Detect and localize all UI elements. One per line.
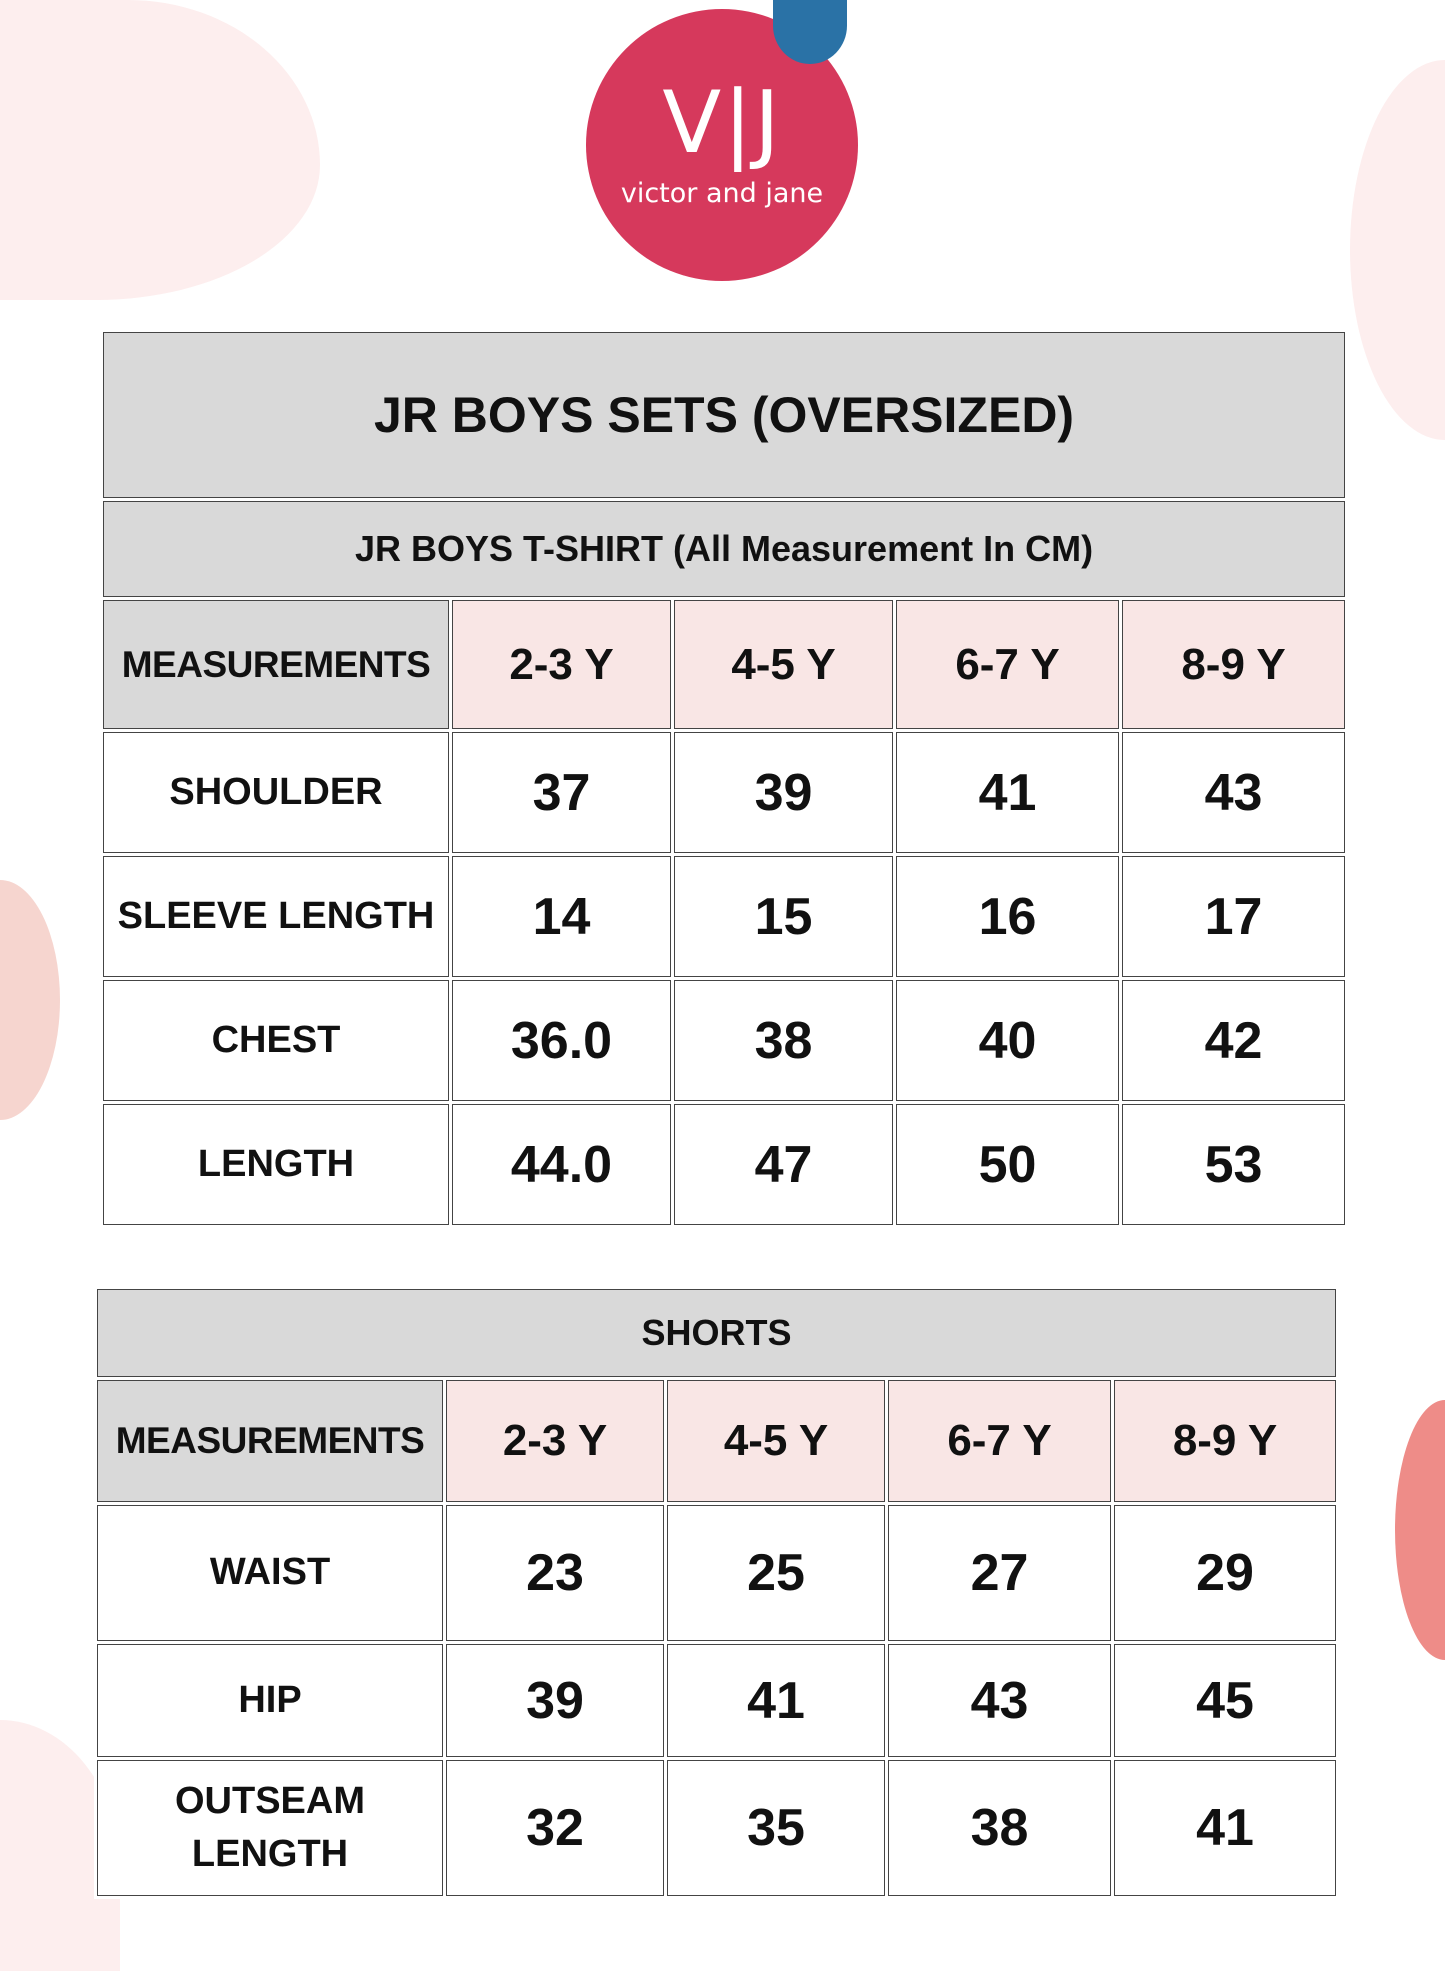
cell-value: 32 — [446, 1760, 664, 1896]
cell-value: 29 — [1114, 1505, 1337, 1641]
cell-value: 39 — [674, 732, 893, 853]
row-label: SHOULDER — [103, 732, 449, 853]
cell-value: 37 — [452, 732, 671, 853]
cell-value: 45 — [1114, 1644, 1337, 1757]
cell-value: 27 — [888, 1505, 1111, 1641]
table-row: WAIST 23 25 27 29 — [97, 1505, 1337, 1641]
cell-value: 43 — [1122, 732, 1346, 853]
table-row: SHOULDER 37 39 41 43 — [103, 732, 1346, 853]
cell-value: 14 — [452, 856, 671, 977]
row-label: WAIST — [97, 1505, 443, 1641]
table-row: LENGTH 44.0 47 50 53 — [103, 1104, 1346, 1225]
cell-value: 42 — [1122, 980, 1346, 1101]
row-label: HIP — [97, 1644, 443, 1757]
cell-value: 17 — [1122, 856, 1346, 977]
table-row: CHEST 36.0 38 40 42 — [103, 980, 1346, 1101]
cell-value: 39 — [446, 1644, 664, 1757]
header-measurements: MEASUREMENTS — [103, 600, 449, 729]
table-title: JR BOYS SETS (OVERSIZED) — [103, 332, 1346, 498]
cell-value: 41 — [896, 732, 1119, 853]
cell-value: 41 — [667, 1644, 885, 1757]
cell-value: 25 — [667, 1505, 885, 1641]
header-size: 4-5 Y — [667, 1380, 885, 1502]
cell-value: 16 — [896, 856, 1119, 977]
background-blob — [0, 880, 60, 1120]
table-title: SHORTS — [97, 1289, 1337, 1377]
cell-value: 38 — [674, 980, 893, 1101]
row-label: OUTSEAM LENGTH — [97, 1760, 443, 1896]
header-size: 8-9 Y — [1114, 1380, 1337, 1502]
cell-value: 35 — [667, 1760, 885, 1896]
cell-value: 43 — [888, 1644, 1111, 1757]
header-measurements: MEASUREMENTS — [97, 1380, 443, 1502]
cell-value: 38 — [888, 1760, 1111, 1896]
header-size: 2-3 Y — [446, 1380, 664, 1502]
row-label: SLEEVE LENGTH — [103, 856, 449, 977]
table-subtitle: JR BOYS T-SHIRT (All Measurement In CM) — [103, 501, 1346, 597]
header-size: 6-7 Y — [896, 600, 1119, 729]
header-size: 2-3 Y — [452, 600, 671, 729]
cell-value: 44.0 — [452, 1104, 671, 1225]
header-size: 6-7 Y — [888, 1380, 1111, 1502]
cell-value: 50 — [896, 1104, 1119, 1225]
row-label: LENGTH — [103, 1104, 449, 1225]
cell-value: 47 — [674, 1104, 893, 1225]
background-blob — [1350, 60, 1445, 440]
cell-value: 41 — [1114, 1760, 1337, 1896]
cell-value: 23 — [446, 1505, 664, 1641]
table-row: OUTSEAM LENGTH 32 35 38 41 — [97, 1760, 1337, 1896]
table-row: SLEEVE LENGTH 14 15 16 17 — [103, 856, 1346, 977]
brand-logo-mark: V|J — [662, 73, 782, 173]
cell-value: 36.0 — [452, 980, 671, 1101]
header-size: 8-9 Y — [1122, 600, 1346, 729]
header-size: 4-5 Y — [674, 600, 893, 729]
cell-value: 53 — [1122, 1104, 1346, 1225]
cell-value: 40 — [896, 980, 1119, 1101]
brand-logo-dot — [773, 0, 847, 64]
tshirt-size-table: JR BOYS SETS (OVERSIZED) JR BOYS T-SHIRT… — [100, 329, 1349, 1228]
table-row: HIP 39 41 43 45 — [97, 1644, 1337, 1757]
row-label: CHEST — [103, 980, 449, 1101]
shorts-size-table: SHORTS MEASUREMENTS 2-3 Y 4-5 Y 6-7 Y 8-… — [94, 1286, 1340, 1899]
brand-logo-text: victor and jane — [620, 178, 824, 209]
background-blob — [0, 0, 320, 300]
cell-value: 15 — [674, 856, 893, 977]
background-blob — [1395, 1400, 1445, 1660]
